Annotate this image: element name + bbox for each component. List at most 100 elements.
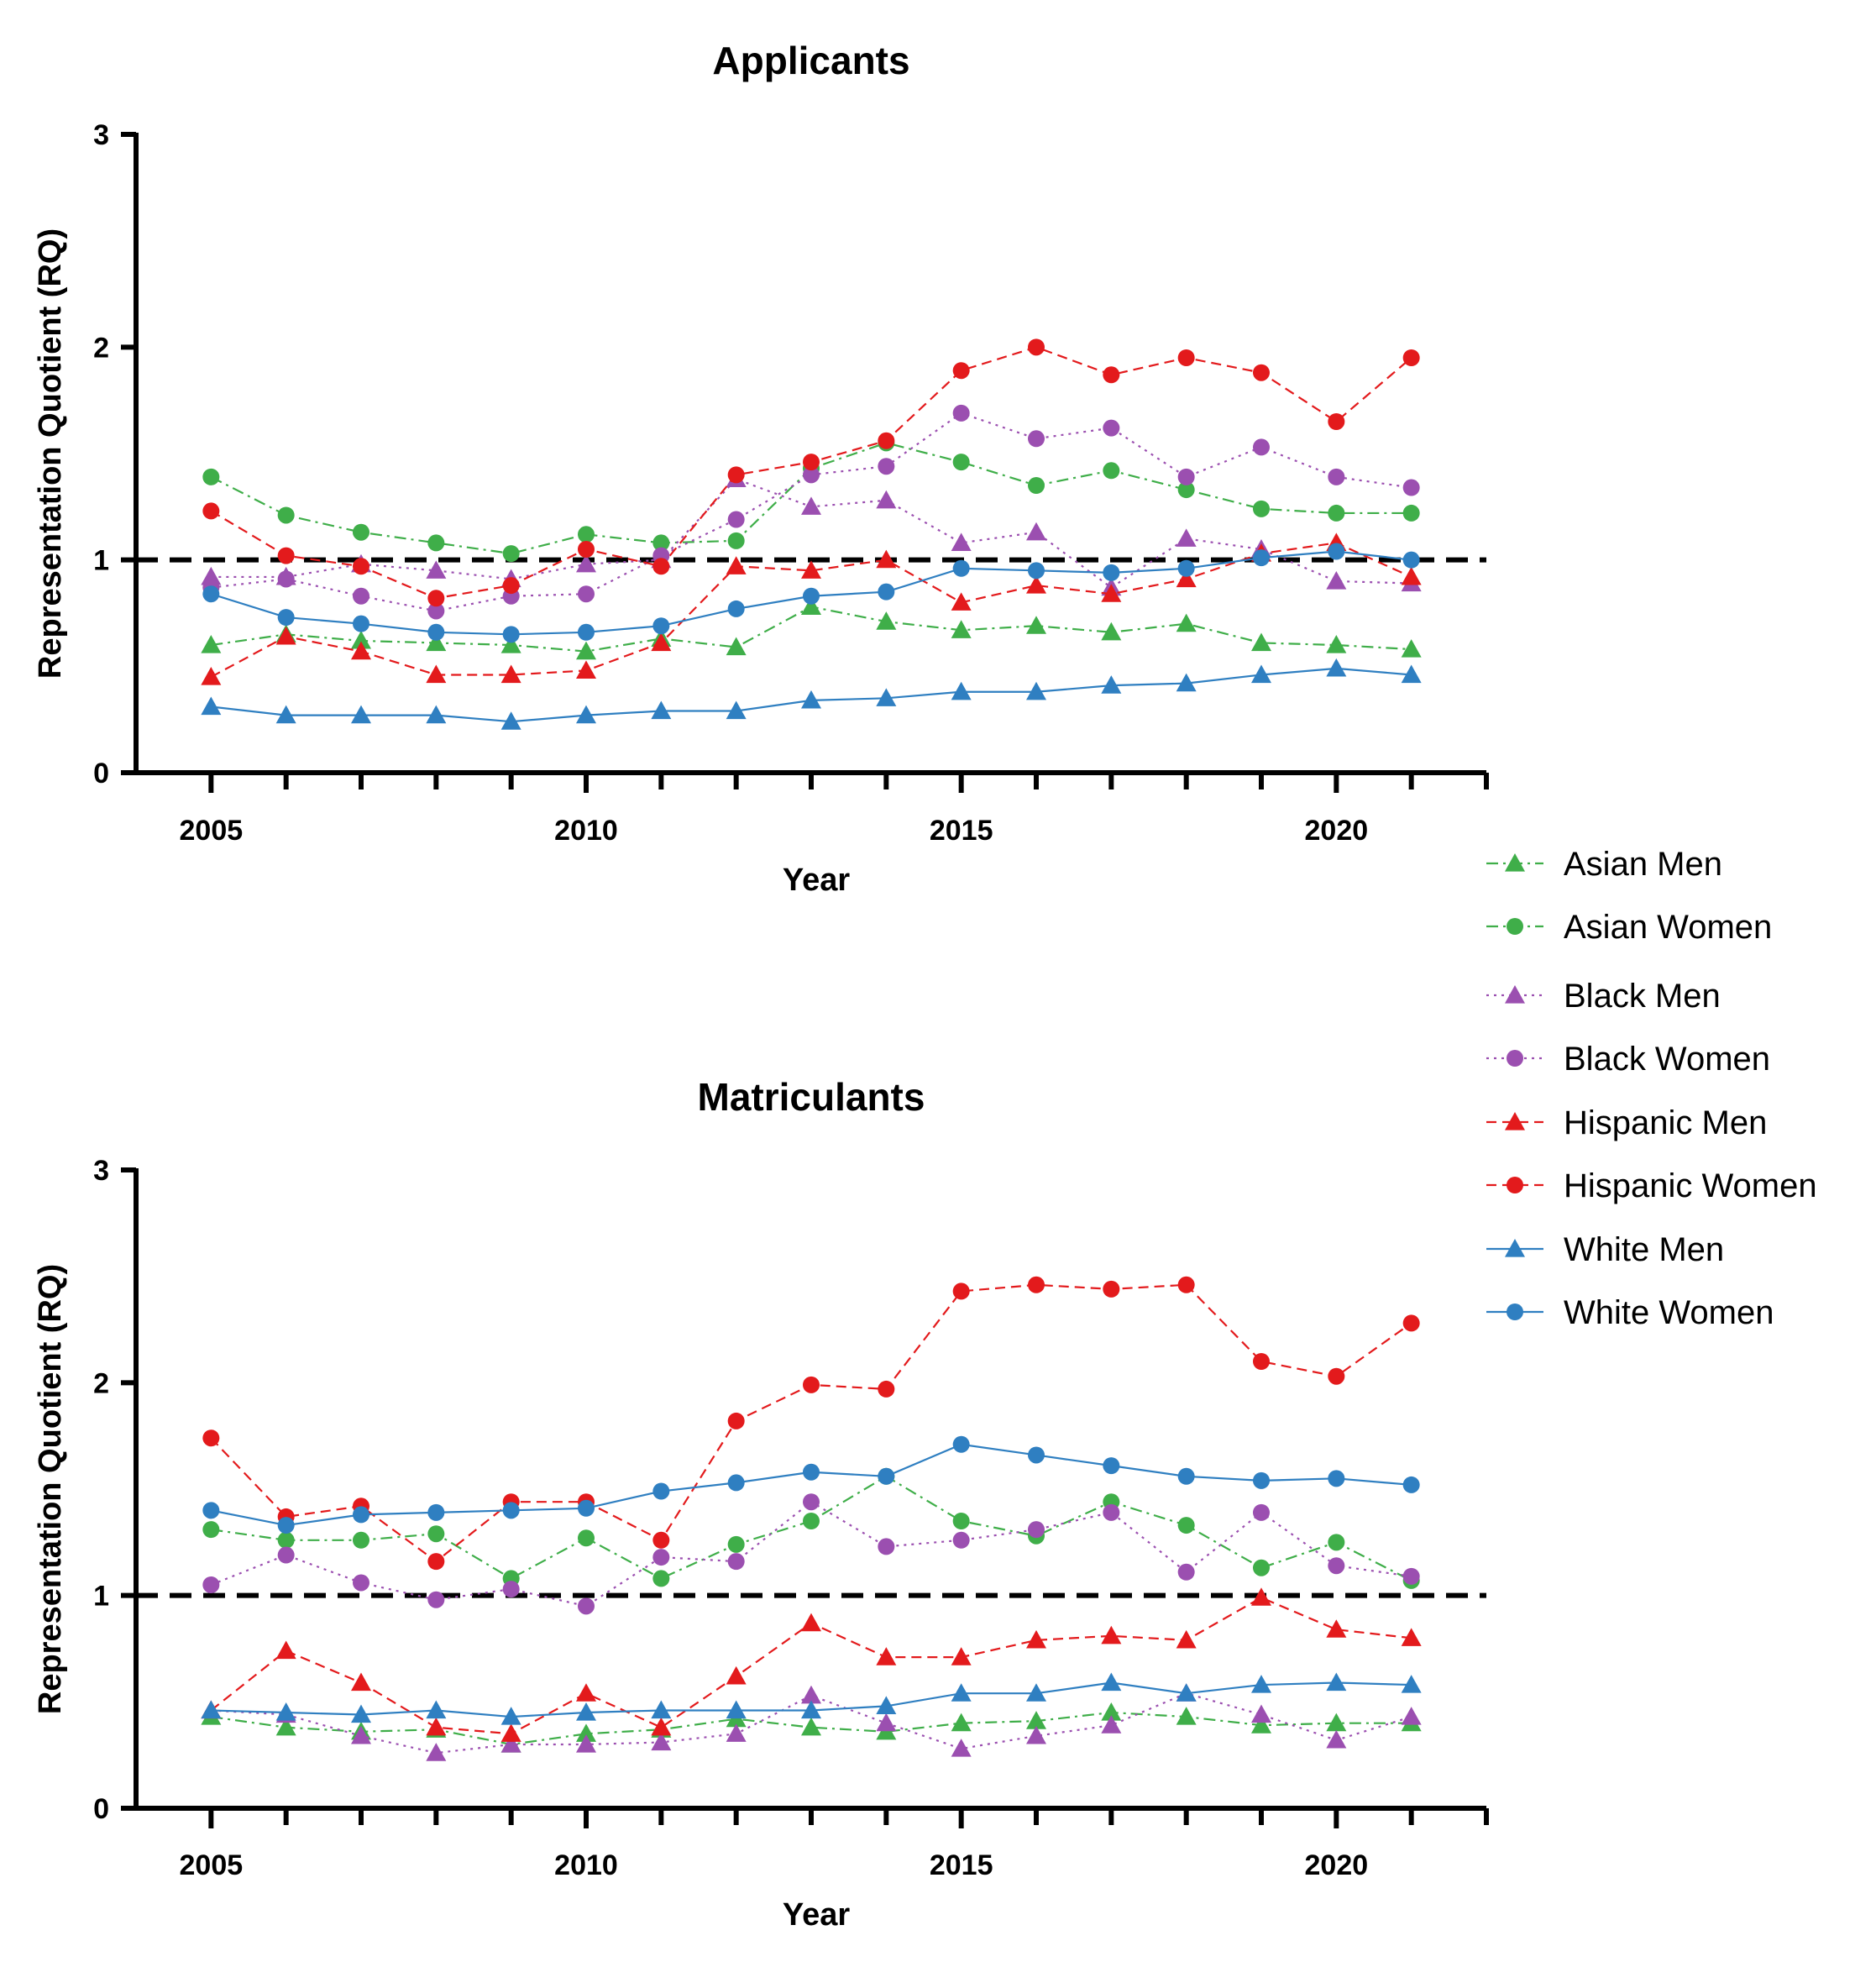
data-point-asian-men <box>351 630 371 649</box>
data-point-black-women <box>1402 1567 1420 1585</box>
x-tick-label: 2005 <box>180 1849 244 1881</box>
data-point-white-men <box>651 1700 672 1719</box>
data-point-asian-women <box>1328 504 1345 522</box>
data-point-white-men <box>275 705 296 724</box>
data-point-black-men <box>351 1725 371 1744</box>
data-point-asian-women <box>353 1531 369 1549</box>
data-point-white-women <box>427 1503 445 1521</box>
data-point-white-women <box>803 1463 820 1481</box>
data-point-hispanic-women <box>878 1380 895 1398</box>
y-tick-label: 2 <box>93 1367 109 1399</box>
data-point-black-men <box>951 1739 972 1757</box>
data-point-white-women <box>1328 1470 1345 1487</box>
data-point-hispanic-men <box>951 592 972 611</box>
data-point-white-men <box>426 705 447 724</box>
data-point-hispanic-men <box>726 1665 747 1685</box>
data-point-asian-men <box>1401 639 1422 658</box>
data-point-asian-women <box>727 532 745 549</box>
data-point-hispanic-women <box>202 1429 220 1447</box>
legend-label: Asian Women <box>1564 909 1772 946</box>
legend-marker <box>1507 1303 1523 1320</box>
legend-label: White Men <box>1564 1231 1724 1268</box>
data-point-asian-women <box>277 1531 295 1549</box>
data-point-asian-women <box>427 534 445 552</box>
data-point-white-women <box>1103 1457 1120 1475</box>
data-point-white-men <box>1251 664 1271 684</box>
data-point-white-women <box>277 609 295 627</box>
data-point-asian-women <box>578 1529 595 1547</box>
data-point-black-women <box>1103 419 1120 437</box>
data-point-black-men <box>1251 1704 1271 1723</box>
data-point-black-men <box>1326 1729 1347 1749</box>
series-line-black-men <box>211 1692 1412 1755</box>
data-point-black-women <box>427 602 445 620</box>
data-point-hispanic-women <box>1177 1276 1195 1293</box>
data-point-black-women <box>727 511 745 528</box>
legend-marker <box>1507 1177 1523 1193</box>
y-tick-label: 3 <box>93 1155 109 1187</box>
data-point-white-men <box>500 1707 521 1725</box>
data-point-white-men <box>1326 1672 1347 1692</box>
data-point-white-women <box>502 626 520 643</box>
data-point-black-men <box>876 1713 897 1732</box>
series-line-hispanic-men <box>210 542 1412 678</box>
data-point-black-women <box>1028 1521 1045 1539</box>
data-point-black-women <box>952 404 970 422</box>
data-point-hispanic-men <box>1026 1629 1046 1649</box>
data-point-white-men <box>651 700 672 720</box>
data-point-asian-men <box>1326 635 1347 653</box>
data-point-hispanic-men <box>1176 1629 1197 1649</box>
data-point-white-men <box>351 1704 371 1723</box>
y-axis-title: Representation Quotient (RQ) <box>33 228 68 679</box>
data-point-black-women <box>353 1574 369 1592</box>
legend-marker <box>1507 918 1523 935</box>
data-point-white-men <box>1026 1683 1046 1702</box>
y-axis-title: Representation Quotient (RQ) <box>33 1264 68 1714</box>
data-point-white-women <box>202 585 220 603</box>
data-point-black-women <box>1177 468 1195 485</box>
data-point-hispanic-women <box>727 1412 745 1429</box>
data-point-hispanic-men <box>1101 1625 1122 1644</box>
data-point-white-men <box>275 1702 296 1721</box>
data-point-hispanic-women <box>952 1282 970 1300</box>
data-point-white-women <box>202 1502 220 1519</box>
data-point-asian-women <box>952 454 970 471</box>
data-point-hispanic-men <box>426 1717 447 1736</box>
data-point-hispanic-women <box>1402 1314 1420 1332</box>
data-point-black-men <box>801 1685 821 1704</box>
data-point-white-women <box>1028 562 1045 580</box>
data-point-asian-women <box>277 506 295 524</box>
data-point-asian-men <box>951 620 972 638</box>
data-point-hispanic-women <box>202 502 220 520</box>
data-point-hispanic-men <box>726 556 747 574</box>
legend-item-black-women: Black Women <box>1486 1041 1770 1078</box>
data-point-black-women <box>878 458 895 475</box>
data-point-black-women <box>652 1549 670 1566</box>
series-asian-women <box>202 1467 1420 1589</box>
series-white-women <box>202 543 1420 643</box>
y-tick-label: 3 <box>93 119 109 151</box>
data-point-black-women <box>277 570 295 588</box>
data-point-black-men <box>651 1732 672 1751</box>
data-point-asian-women <box>1328 1534 1345 1551</box>
data-point-white-men <box>1176 1683 1197 1702</box>
data-point-black-men <box>426 560 447 579</box>
legend-marker <box>1505 853 1525 872</box>
x-axis-title: Year <box>783 863 851 898</box>
data-point-black-women <box>353 587 369 605</box>
legend-label: Hispanic Women <box>1564 1167 1817 1204</box>
legend-label: Black Men <box>1564 978 1721 1015</box>
legend-marker <box>1507 1050 1523 1067</box>
legend-marker <box>1505 985 1525 1004</box>
data-point-hispanic-men <box>275 626 296 645</box>
data-point-white-women <box>652 1482 670 1500</box>
data-point-black-men <box>801 496 821 515</box>
data-point-white-men <box>1401 664 1422 684</box>
data-point-hispanic-men <box>1026 575 1046 594</box>
data-point-asian-men <box>426 632 447 652</box>
data-point-black-men <box>500 1734 521 1753</box>
data-point-asian-men <box>576 1723 596 1742</box>
data-point-hispanic-men <box>426 664 447 684</box>
data-point-hispanic-men <box>951 1647 972 1665</box>
data-point-white-women <box>652 617 670 635</box>
